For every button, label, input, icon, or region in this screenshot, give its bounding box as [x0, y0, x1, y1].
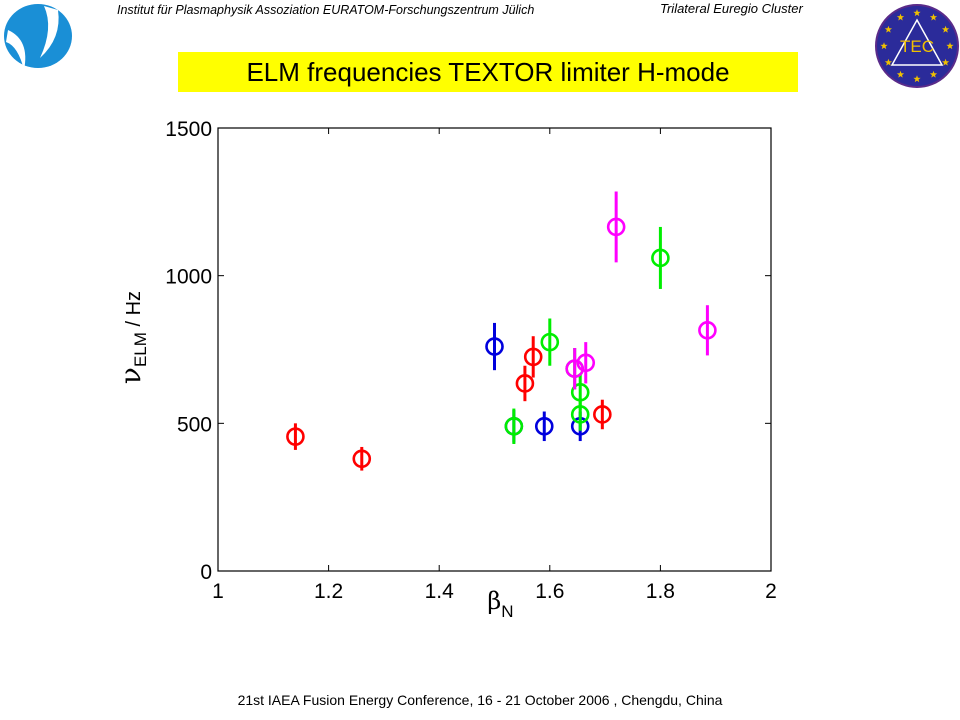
star-icon: [884, 25, 893, 33]
star-icon: [941, 25, 950, 33]
data-point: [593, 405, 612, 424]
data-point: [698, 321, 717, 340]
data-point: [565, 359, 584, 378]
tec-logo-text: TEC: [900, 37, 934, 56]
x-axis-label: βN: [487, 587, 513, 621]
y-tick-label: 0: [200, 561, 212, 584]
star-icon: [880, 42, 888, 50]
star-icon: [913, 75, 921, 83]
axis-ticks: 1 1.2 1.4 1.6 1.8 2 0 500 1000 1500: [165, 118, 777, 603]
data-point: [352, 449, 372, 469]
tec-logo: TEC: [875, 4, 959, 88]
x-tick-label: 1: [212, 580, 224, 603]
data-point: [534, 416, 554, 436]
star-icon: [913, 9, 921, 17]
cluster-header: Trilateral Euregio Cluster: [660, 1, 803, 16]
x-tick-label: 1.8: [646, 580, 675, 603]
star-icon: [946, 42, 954, 50]
plot-frame: [217, 127, 772, 572]
y-tick-label: 500: [177, 413, 212, 436]
data-point: [504, 416, 524, 436]
data-point: [570, 405, 590, 424]
logo-swoosh-right: [40, 6, 59, 58]
x-tick-label: 2: [765, 580, 777, 603]
tec-stars: [880, 9, 954, 83]
data-point: [515, 374, 535, 393]
y-tick-label: 1000: [165, 266, 212, 289]
institute-header: Institut für Plasmaphysik Assoziation EU…: [117, 3, 535, 17]
star-icon: [884, 58, 893, 66]
data-point: [651, 248, 670, 268]
star-icon: [896, 70, 905, 78]
data-points: [286, 191, 717, 471]
data-point: [485, 337, 504, 356]
data-point: [523, 347, 543, 367]
star-icon: [941, 58, 950, 66]
star-icon: [929, 70, 938, 78]
data-point: [540, 332, 560, 352]
tec-triangle: [890, 18, 944, 66]
data-point: [606, 217, 626, 237]
page-title: ELM frequencies TEXTOR limiter H-mode: [178, 52, 798, 92]
star-icon: [896, 13, 905, 21]
conference-footer: 21st IAEA Fusion Energy Conference, 16 -…: [237, 692, 723, 708]
data-point: [286, 427, 305, 446]
tec-logo-circle: [875, 4, 959, 88]
x-tick-label: 1.4: [425, 580, 455, 603]
y-axis-label: νELM / Hz: [114, 291, 150, 384]
data-point: [576, 353, 596, 373]
logo-swoosh-left: [6, 30, 26, 70]
x-tick-label: 1.2: [314, 580, 343, 603]
y-tick-label: 1500: [165, 118, 212, 141]
x-tick-label: 1.6: [535, 580, 564, 603]
star-icon: [929, 13, 938, 21]
ipp-logo: [4, 4, 72, 70]
